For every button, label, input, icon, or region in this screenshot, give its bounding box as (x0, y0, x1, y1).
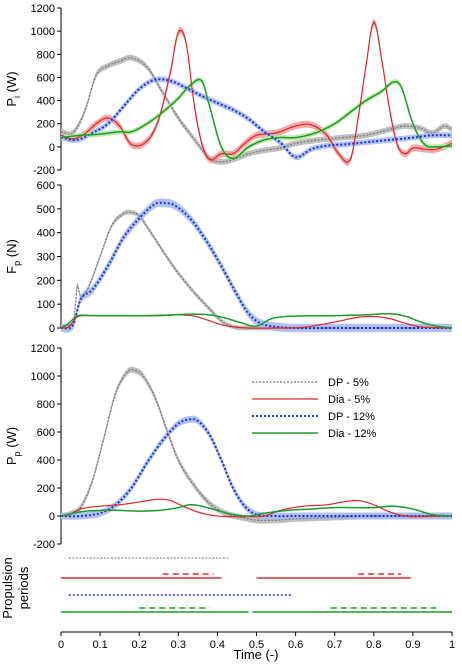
x-tick-label: 0.4 (210, 639, 225, 651)
y-axis-label-main: F (4, 266, 19, 274)
y-tick-label: 1200 (31, 3, 55, 15)
series-line-dp5 (60, 56, 453, 163)
series-line-dia5 (60, 498, 452, 518)
y-axis-label: Pp (W) (4, 427, 22, 465)
y-axis-label: Fp (N) (4, 239, 22, 274)
y-tick-label: 200 (37, 119, 55, 131)
y-tick-label: 600 (37, 180, 55, 192)
y-tick-label: -200 (33, 165, 55, 177)
y-tick-label: 500 (37, 204, 55, 216)
legend: DP - 5% Dia - 5% DP - 12% Dia - 12% (252, 377, 377, 440)
x-tick-label: 0.3 (171, 639, 186, 651)
series-line-dp5 (60, 369, 452, 522)
y-axis-label-main: P (4, 456, 19, 465)
x-tick-label: 0.2 (132, 639, 147, 651)
series-band-dp5 (61, 209, 452, 331)
x-axis-label: Time (-) (233, 647, 278, 662)
y-axis-label-sub: p (12, 451, 22, 456)
x-tick-label: 0.6 (288, 639, 303, 651)
y-axis-label-unit: (W) (4, 427, 19, 452)
x-tick-label: 0 (58, 639, 64, 651)
y-axis-label-main: P (4, 98, 19, 107)
x-tick-label: 1 (449, 639, 455, 651)
series-band-dia12 (61, 77, 452, 161)
y-tick-label: 1000 (31, 26, 55, 38)
legend-label-dia12: Dia - 12% (328, 428, 377, 440)
series-band-dp12 (61, 415, 452, 520)
y-tick-label: 1200 (31, 343, 55, 355)
y-tick-label: 600 (37, 72, 55, 84)
series-band-dp12 (61, 76, 452, 161)
y-tick-label: 0 (49, 142, 55, 154)
y-tick-label: 1000 (31, 371, 55, 383)
series-line-dia5 (60, 20, 453, 163)
series-line-dia12 (60, 312, 453, 329)
panel-propulsion-periods: Propulsion periods (0, 557, 452, 619)
series-band-dia5 (61, 18, 452, 166)
x-tick-label: 0.9 (405, 639, 420, 651)
y-tick-label: 100 (37, 299, 55, 311)
y-axis-label-unit: (W) (4, 71, 19, 96)
y-tick-label: 400 (37, 96, 55, 108)
panel-power-propulsive: -200 0 200 400 600 800 1000 1200 Pp (W) (4, 343, 453, 551)
y-axis-label: Pi (W) (4, 71, 22, 106)
y-tick-label: 0 (49, 511, 55, 523)
y-tick-label: 400 (37, 455, 55, 467)
series-line-dp12 (60, 201, 452, 330)
x-tick-label: 0.8 (366, 639, 381, 651)
x-tick-label: 0.1 (92, 639, 107, 651)
y-axis-label-sub: i (12, 96, 22, 98)
series-line-dp5 (60, 211, 452, 329)
y-tick-label: 800 (37, 49, 55, 61)
y-tick-label: 200 (37, 483, 55, 495)
panel-force-propulsive: 0 100 200 300 400 500 600 Fp (N) (4, 180, 453, 335)
y-axis-label-2: periods (16, 566, 31, 609)
x-tick-label: 0.5 (249, 639, 264, 651)
panel-power-inner: -200 0 200 400 600 800 1000 1200 Pi (W) (4, 3, 453, 177)
y-axis-label: Propulsion (0, 557, 15, 618)
y-tick-label: -200 (33, 539, 55, 551)
y-axis-label-sub: p (12, 261, 22, 266)
y-tick-label: 0 (49, 323, 55, 335)
series-line-dia12 (60, 504, 453, 517)
y-tick-label: 400 (37, 228, 55, 240)
y-tick-label: 600 (37, 427, 55, 439)
y-tick-label: 800 (37, 399, 55, 411)
x-tick-label: 0.7 (327, 639, 342, 651)
series-line-dp12 (60, 78, 452, 159)
series-line-dia12 (60, 78, 453, 160)
y-tick-label: 200 (37, 275, 55, 287)
legend-label-dp5: DP - 5% (328, 377, 369, 389)
y-tick-label: 300 (37, 252, 55, 264)
y-axis-label-unit: (N) (4, 239, 19, 261)
x-axis: Time (-) 0 0.1 0.2 0.3 0.4 0.5 0.6 0.7 0.8 0.9 1 (58, 631, 455, 662)
legend-label-dia5: Dia - 5% (328, 394, 370, 406)
legend-label-dp12: DP - 12% (328, 411, 375, 423)
